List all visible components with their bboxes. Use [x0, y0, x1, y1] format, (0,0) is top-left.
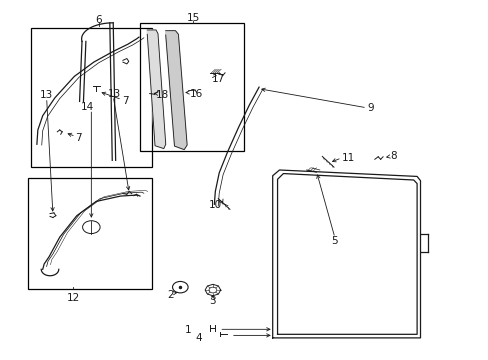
- Text: 11: 11: [341, 153, 354, 163]
- Text: 6: 6: [95, 15, 102, 25]
- Text: 4: 4: [195, 333, 201, 343]
- Bar: [140, 23, 244, 152]
- Text: 18: 18: [156, 90, 169, 100]
- Text: 2: 2: [167, 290, 174, 300]
- Bar: [28, 178, 152, 289]
- Text: 15: 15: [186, 13, 200, 23]
- Polygon shape: [165, 31, 187, 150]
- Text: 17: 17: [211, 74, 224, 84]
- Text: 3: 3: [209, 296, 216, 306]
- Text: 7: 7: [75, 133, 82, 143]
- Text: 5: 5: [331, 236, 338, 246]
- Text: 9: 9: [366, 103, 373, 113]
- Text: 14: 14: [81, 102, 94, 112]
- Text: 13: 13: [107, 89, 121, 99]
- Text: 7: 7: [122, 96, 128, 107]
- Text: 1: 1: [184, 325, 191, 335]
- Bar: [30, 28, 152, 167]
- Polygon shape: [147, 30, 165, 149]
- Text: 12: 12: [66, 293, 80, 303]
- Text: 16: 16: [190, 89, 203, 99]
- Text: 13: 13: [40, 90, 53, 100]
- Text: 8: 8: [389, 152, 396, 161]
- Text: 10: 10: [208, 200, 222, 210]
